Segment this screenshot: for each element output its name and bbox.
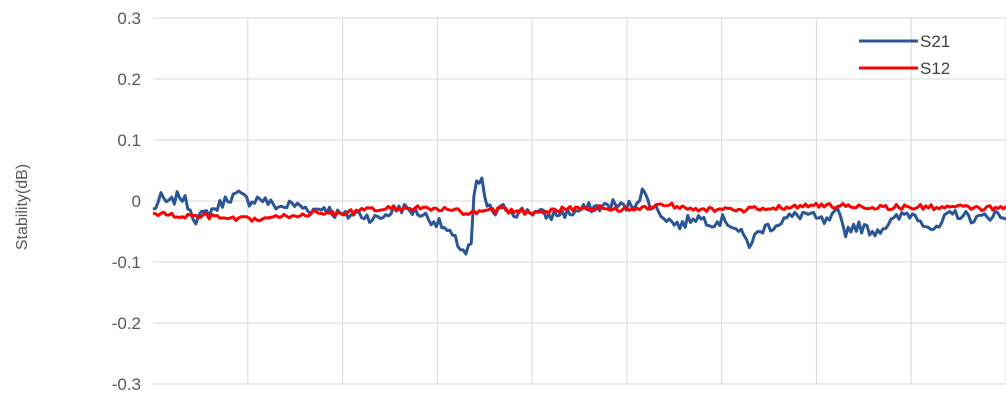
y-tick-label: 0.1	[117, 131, 141, 150]
series-line-s12	[152, 201, 1006, 223]
y-axis-title: Stability(dB)	[14, 164, 31, 250]
legend-label-s12: S12	[920, 59, 950, 78]
y-tick-label: -0.3	[112, 375, 141, 394]
y-tick-labels: 0.3 0.2 0.1 0 -0.1 -0.2 -0.3	[112, 9, 141, 394]
horizontal-gridlines	[153, 17, 1006, 385]
y-tick-label: 0.2	[117, 70, 141, 89]
legend-label-s21: S21	[920, 32, 950, 51]
y-tick-label: 0	[132, 192, 141, 211]
y-tick-label: 0.3	[117, 9, 141, 28]
vertical-gridlines	[247, 18, 1006, 384]
y-tick-label: -0.2	[112, 314, 141, 333]
y-tick-label: -0.1	[112, 253, 141, 272]
series-lines	[152, 176, 1006, 256]
